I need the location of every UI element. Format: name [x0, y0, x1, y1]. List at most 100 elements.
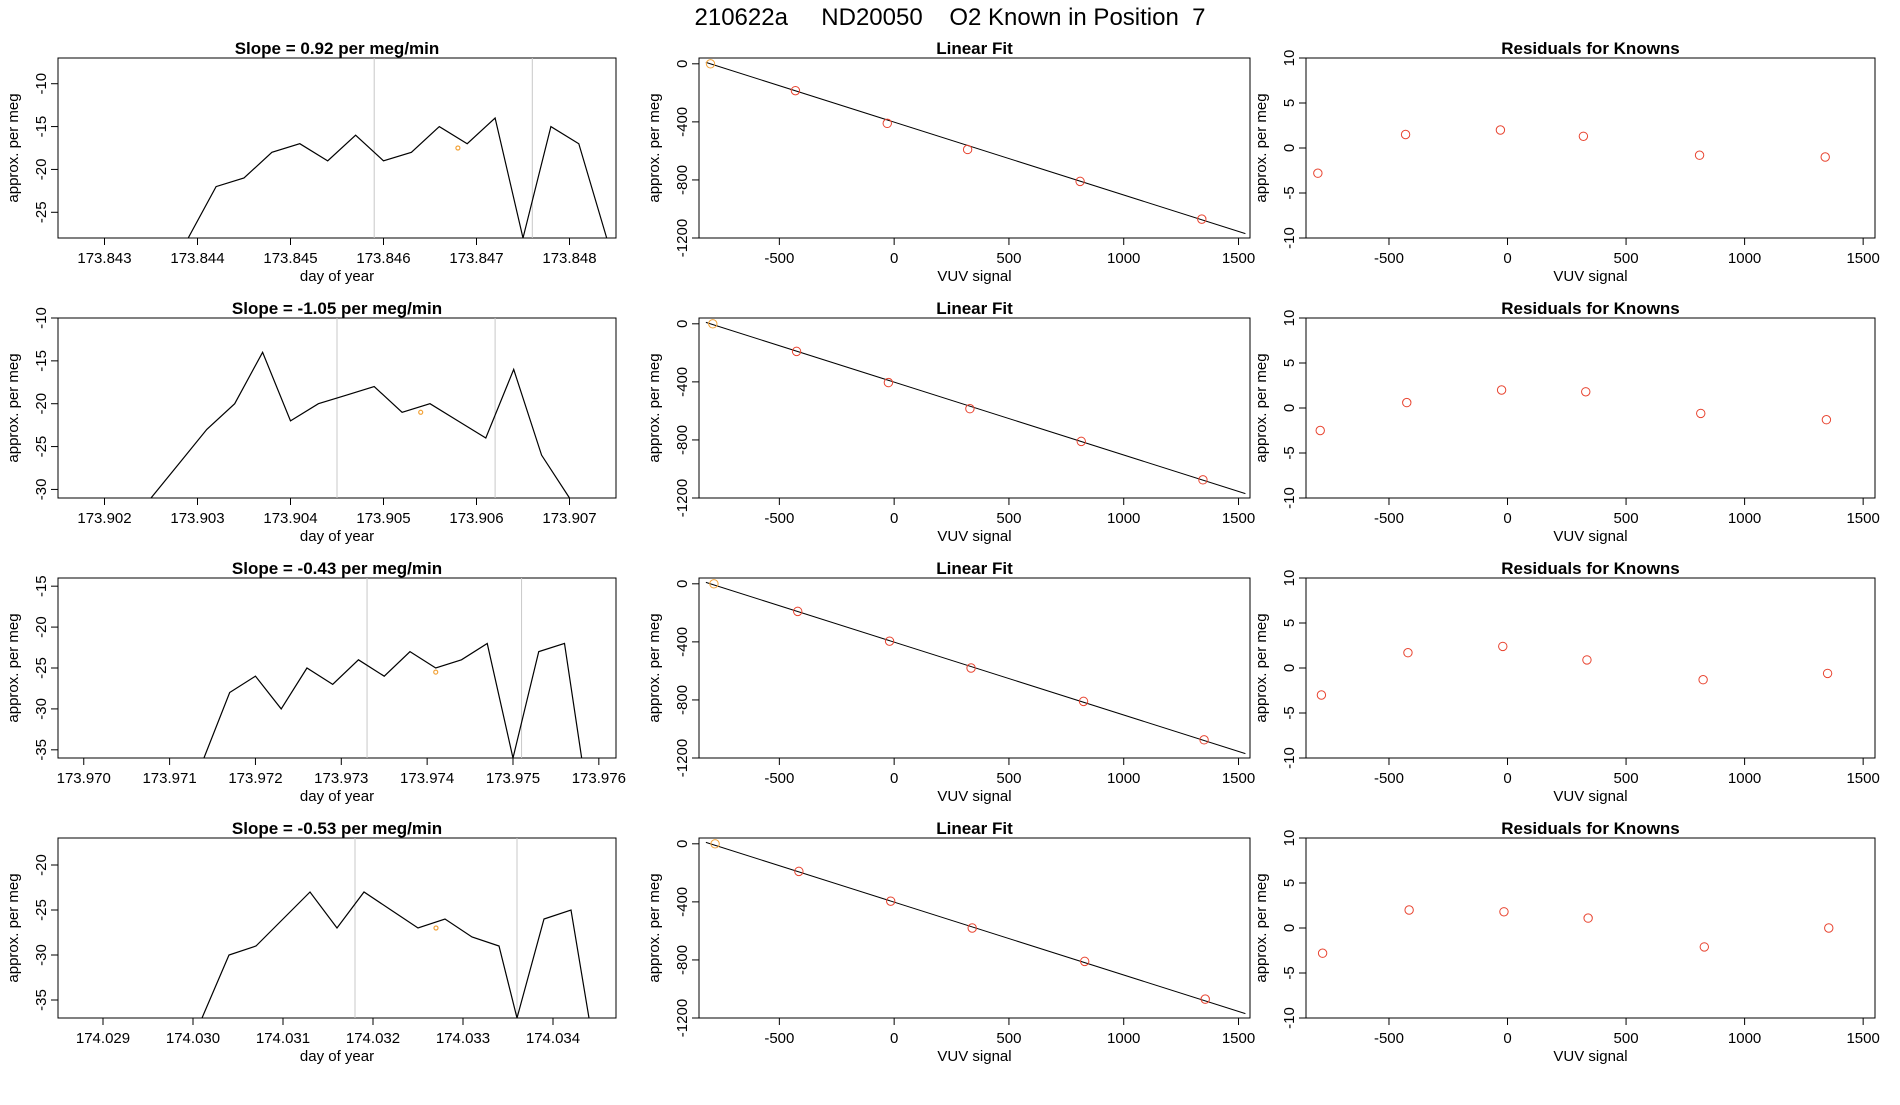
x-axis-label: VUV signal — [937, 268, 1011, 285]
y-tick-label: 10 — [1281, 570, 1298, 587]
fit-line — [706, 842, 1246, 1013]
highlight-point — [419, 410, 423, 414]
panel-title: Slope = 0.92 per meg/min — [235, 39, 440, 58]
x-tick-label: 1500 — [1846, 770, 1879, 787]
plot-area — [151, 318, 570, 498]
y-axis-label: approx. per meg — [1253, 93, 1270, 202]
y-tick-label: 0 — [1281, 664, 1298, 672]
x-tick-label: 173.845 — [263, 250, 317, 267]
y-tick-label: 0 — [674, 60, 691, 68]
y-tick-label: 5 — [1281, 359, 1298, 367]
y-tick-label: -5 — [1281, 966, 1298, 979]
x-tick-label: -500 — [1374, 1030, 1404, 1047]
y-tick-label: 10 — [1281, 50, 1298, 67]
y-tick-label: -5 — [1281, 186, 1298, 199]
series-line — [151, 352, 570, 498]
fit-line — [706, 62, 1246, 233]
plot-area — [706, 840, 1246, 1014]
x-axis-label: day of year — [300, 1048, 374, 1065]
data-point — [1314, 169, 1322, 177]
data-point — [1582, 388, 1590, 396]
x-tick-label: 1000 — [1728, 1030, 1761, 1047]
x-tick-label: 173.974 — [400, 770, 454, 787]
x-tick-label: -500 — [764, 770, 794, 787]
y-tick-label: 5 — [1281, 619, 1298, 627]
plot-area — [188, 58, 607, 238]
x-tick-label: -500 — [1374, 250, 1404, 267]
y-axis-label: approx. per meg — [5, 93, 22, 202]
x-tick-label: 0 — [890, 250, 898, 267]
panel-title: Slope = -0.43 per meg/min — [232, 559, 442, 578]
highlight-point — [434, 670, 438, 674]
data-point — [1500, 908, 1508, 916]
x-tick-label: -500 — [764, 1030, 794, 1047]
x-tick-label: -500 — [1374, 510, 1404, 527]
x-tick-label: 0 — [890, 1030, 898, 1047]
x-tick-label: 1000 — [1728, 250, 1761, 267]
y-tick-label: 0 — [674, 320, 691, 328]
x-tick-label: 174.031 — [256, 1030, 310, 1047]
x-tick-label: 1500 — [1222, 510, 1255, 527]
y-axis-label: approx. per meg — [5, 613, 22, 722]
x-tick-label: 500 — [996, 1030, 1021, 1047]
y-tick-label: -1200 — [674, 479, 691, 517]
data-point — [1317, 691, 1325, 699]
x-tick-label: 173.847 — [449, 250, 503, 267]
y-axis-label: approx. per meg — [5, 353, 22, 462]
x-tick-label: 173.975 — [486, 770, 540, 787]
x-tick-label: 1500 — [1846, 250, 1879, 267]
y-tick-label: -25 — [33, 436, 50, 458]
panel-title: Residuals for Knowns — [1501, 299, 1680, 318]
x-tick-label: 174.034 — [526, 1030, 580, 1047]
y-tick-label: -25 — [33, 899, 50, 921]
x-tick-label: 1500 — [1222, 250, 1255, 267]
x-tick-label: 500 — [1614, 770, 1639, 787]
y-tick-label: -25 — [33, 657, 50, 679]
highlight-point — [434, 926, 438, 930]
series-line — [188, 118, 607, 238]
y-tick-label: -10 — [1281, 487, 1298, 509]
data-point — [1579, 132, 1587, 140]
y-tick-label: -30 — [33, 698, 50, 720]
x-tick-label: 500 — [996, 770, 1021, 787]
x-tick-label: 174.033 — [436, 1030, 490, 1047]
x-tick-label: 0 — [1503, 510, 1511, 527]
x-tick-label: 500 — [996, 510, 1021, 527]
data-point — [1825, 924, 1833, 932]
plot-area — [1314, 126, 1830, 178]
plot-area — [706, 60, 1246, 234]
data-point — [1584, 914, 1592, 922]
y-tick-label: 10 — [1281, 310, 1298, 327]
x-tick-label: 1000 — [1107, 770, 1140, 787]
x-tick-label: 173.972 — [228, 770, 282, 787]
y-tick-label: -35 — [33, 989, 50, 1011]
y-tick-label: -800 — [674, 945, 691, 975]
y-axis-label: approx. per meg — [646, 873, 663, 982]
y-tick-label: -800 — [674, 425, 691, 455]
y-tick-label: -20 — [33, 616, 50, 638]
data-point — [1699, 676, 1707, 684]
x-tick-label: 1500 — [1222, 1030, 1255, 1047]
panel-title: Residuals for Knowns — [1501, 559, 1680, 578]
x-axis-label: VUV signal — [1553, 1048, 1627, 1065]
y-tick-label: -30 — [33, 944, 50, 966]
figure-title: 210622a ND20050 O2 Known in Position 7 — [0, 4, 1900, 32]
x-tick-label: 173.905 — [356, 510, 410, 527]
plot-area — [1318, 906, 1833, 958]
x-axis-label: day of year — [300, 528, 374, 545]
y-tick-label: 5 — [1281, 99, 1298, 107]
x-tick-label: 174.030 — [166, 1030, 220, 1047]
y-tick-label: -800 — [674, 685, 691, 715]
x-tick-label: 173.903 — [170, 510, 224, 527]
plot-area — [706, 320, 1246, 494]
x-tick-label: 1500 — [1846, 1030, 1879, 1047]
y-tick-label: -1200 — [674, 219, 691, 257]
data-point — [963, 145, 971, 153]
y-tick-label: -20 — [33, 393, 50, 415]
